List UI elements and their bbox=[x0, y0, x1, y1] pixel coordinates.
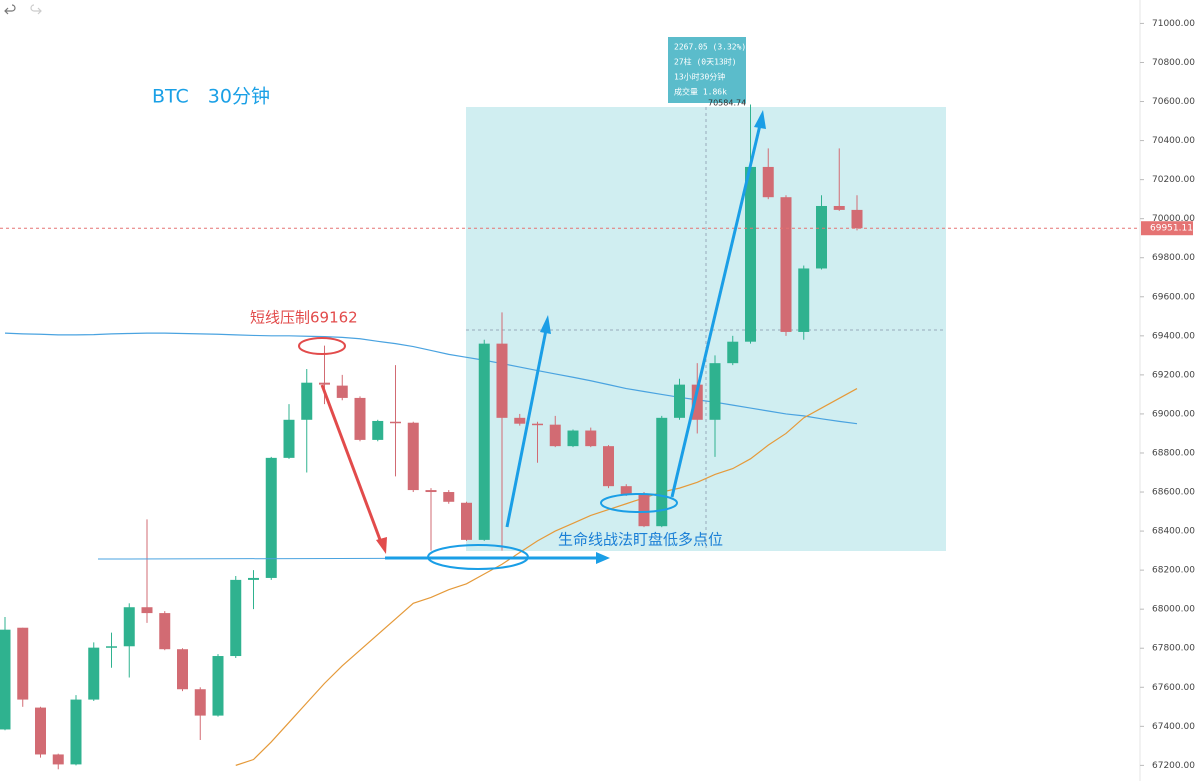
candle-body bbox=[478, 343, 490, 540]
y-tick-label: 67800.00 bbox=[1152, 644, 1195, 654]
candle-body bbox=[230, 579, 242, 657]
support-ellipse bbox=[427, 544, 529, 570]
candle-body bbox=[407, 422, 419, 491]
candle-body bbox=[798, 268, 810, 332]
candle-body bbox=[283, 419, 295, 458]
low-ellipse bbox=[600, 493, 678, 513]
candle-body bbox=[762, 166, 774, 198]
resistance-note: 短线压制69162 bbox=[250, 309, 358, 327]
candle-body bbox=[123, 607, 135, 647]
candle-body bbox=[88, 647, 100, 700]
y-tick-label: 68600.00 bbox=[1152, 488, 1195, 498]
up-arrow-1 bbox=[505, 329, 548, 528]
y-tick-label: 70200.00 bbox=[1152, 175, 1195, 185]
candle-body bbox=[354, 397, 366, 440]
y-tick-label: 69200.00 bbox=[1152, 370, 1195, 380]
tooltip-line: 27柱 (0天13时) bbox=[674, 57, 737, 67]
candle-body bbox=[816, 205, 827, 269]
candle-body bbox=[265, 457, 277, 578]
y-tick-label: 68000.00 bbox=[1152, 605, 1195, 615]
candle-body bbox=[833, 205, 845, 210]
candle-body bbox=[425, 490, 437, 493]
y-tick-label: 67600.00 bbox=[1152, 683, 1195, 693]
y-tick-label: 70000.00 bbox=[1152, 214, 1195, 224]
candle-body bbox=[443, 492, 455, 502]
candle-body bbox=[674, 384, 685, 418]
candle-body bbox=[70, 699, 82, 765]
candle-body bbox=[301, 382, 313, 420]
candle-body bbox=[532, 423, 543, 426]
candle-body bbox=[17, 627, 29, 700]
last-price-box bbox=[1141, 221, 1193, 236]
up-arrow-1-head bbox=[540, 315, 551, 334]
down-arrow-head bbox=[376, 537, 387, 554]
y-tick-label: 70800.00 bbox=[1152, 58, 1195, 68]
candle-body bbox=[159, 613, 171, 650]
candle-body bbox=[780, 197, 792, 332]
y-tick-label: 69400.00 bbox=[1152, 331, 1195, 341]
candle-body bbox=[603, 446, 614, 487]
candle-body bbox=[177, 649, 188, 690]
candle-body bbox=[35, 707, 46, 755]
y-tick-label: 70400.00 bbox=[1152, 136, 1195, 146]
chart-title: BTC 30分钟 bbox=[152, 86, 270, 108]
tooltip-box bbox=[668, 37, 746, 103]
tooltip-line: 2267.05 (3.32%) bbox=[674, 43, 746, 52]
candle-body bbox=[514, 417, 526, 424]
y-tick-label: 67200.00 bbox=[1152, 761, 1195, 771]
toolbar bbox=[4, 4, 42, 15]
y-tick-label: 68800.00 bbox=[1152, 448, 1195, 458]
y-tick-label: 68200.00 bbox=[1152, 566, 1195, 576]
y-tick-label: 71000.00 bbox=[1152, 19, 1195, 29]
moving-average bbox=[235, 388, 858, 766]
candle-body bbox=[727, 341, 739, 364]
candle-body bbox=[638, 493, 650, 527]
tooltip-line: 成交量 1.86k bbox=[674, 87, 727, 97]
y-tick-label: 70600.00 bbox=[1152, 97, 1195, 107]
candle-body bbox=[194, 689, 206, 716]
y-tick-label: 69000.00 bbox=[1152, 409, 1195, 419]
candle-body bbox=[745, 166, 756, 342]
last-price-label: 69951.11 bbox=[1150, 224, 1193, 234]
y-tick-label: 67400.00 bbox=[1152, 722, 1195, 732]
candle-body bbox=[141, 607, 153, 614]
y-tick-label: 69600.00 bbox=[1152, 292, 1195, 302]
y-tick-label: 68400.00 bbox=[1152, 527, 1195, 537]
high-label: 70584.74 bbox=[708, 99, 746, 108]
candle-body bbox=[549, 424, 561, 447]
up-arrow-2 bbox=[670, 124, 762, 498]
candle-body bbox=[390, 421, 401, 424]
candle-body bbox=[212, 656, 224, 716]
down-arrow bbox=[320, 384, 384, 546]
candle-body bbox=[336, 385, 348, 398]
candle-body bbox=[567, 430, 579, 447]
candle-body bbox=[496, 343, 508, 418]
candle-body bbox=[709, 363, 721, 420]
candle-body bbox=[319, 382, 330, 385]
candle-body bbox=[248, 577, 259, 580]
y-tick-label: 69800.00 bbox=[1152, 253, 1195, 263]
up-arrow-2-head bbox=[754, 110, 766, 129]
candle-body bbox=[372, 420, 384, 440]
candle-body bbox=[585, 430, 597, 447]
candle-body bbox=[656, 417, 668, 527]
tooltip-line: 13小时30分钟 bbox=[674, 72, 725, 82]
redo-icon[interactable] bbox=[30, 4, 42, 15]
candle-body bbox=[620, 486, 632, 494]
candle-body bbox=[0, 629, 11, 730]
candle-body bbox=[691, 384, 703, 420]
strategy-note: 生命线战法盯盘低多点位 bbox=[558, 531, 723, 549]
measure-tooltip: 2267.05 (3.32%) 27柱 (0天13时) 13小时30分钟 成交量… bbox=[668, 37, 746, 103]
support-arrow-head bbox=[596, 552, 610, 564]
candle-body bbox=[461, 502, 472, 540]
candle-body bbox=[851, 209, 863, 229]
candle-body bbox=[106, 646, 117, 648]
resistance-ellipse bbox=[298, 337, 346, 355]
undo-icon[interactable] bbox=[4, 4, 16, 15]
candle-body bbox=[52, 754, 64, 765]
